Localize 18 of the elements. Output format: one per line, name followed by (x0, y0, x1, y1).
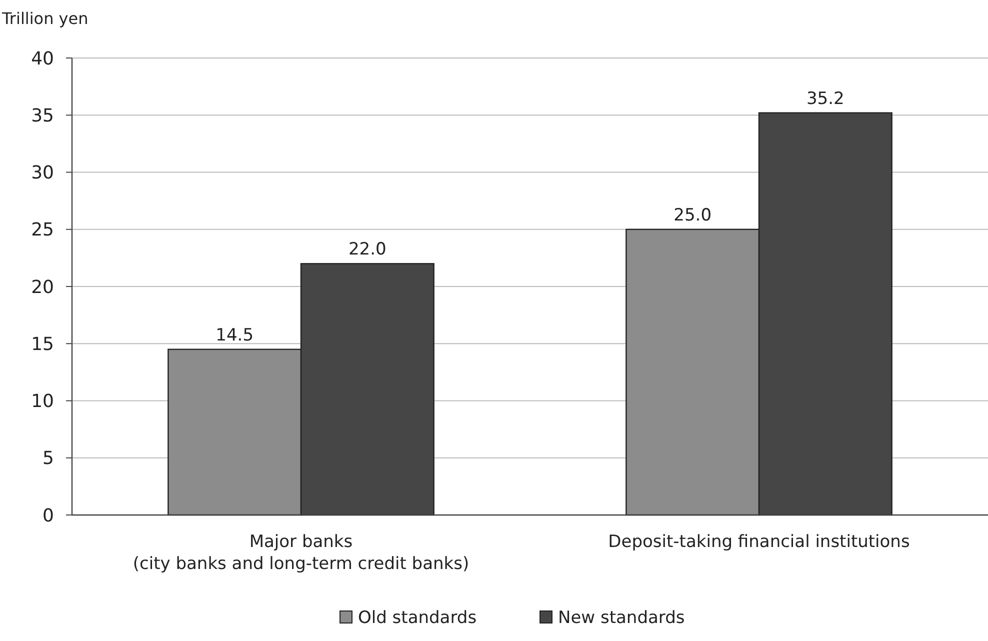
y-tick-label: 25 (31, 220, 54, 241)
data-label: 35.2 (806, 88, 844, 109)
y-tick-label: 40 (31, 48, 54, 70)
y-tick-label: 10 (31, 391, 54, 412)
x-tick-label: Deposit-taking financial institutions (608, 532, 910, 552)
x-tick-label: Major banks (city banks and long-term credit banks) (132, 532, 470, 574)
y-tick-label: 15 (31, 334, 54, 355)
data-label: 14.5 (216, 325, 254, 346)
y-tick-label: 0 (42, 505, 54, 526)
y-tick-label: 20 (31, 276, 54, 298)
y-tick-label: 5 (42, 448, 54, 470)
legend-label: Old standards (358, 608, 477, 628)
y-tick-label: 30 (31, 162, 54, 184)
y-axis-title: Trillion yen (1, 9, 88, 28)
data-label: 22.0 (348, 240, 386, 260)
y-tick-label: 35 (31, 105, 54, 126)
legend-label: New standards (558, 608, 685, 628)
data-label: 25.0 (674, 205, 712, 226)
